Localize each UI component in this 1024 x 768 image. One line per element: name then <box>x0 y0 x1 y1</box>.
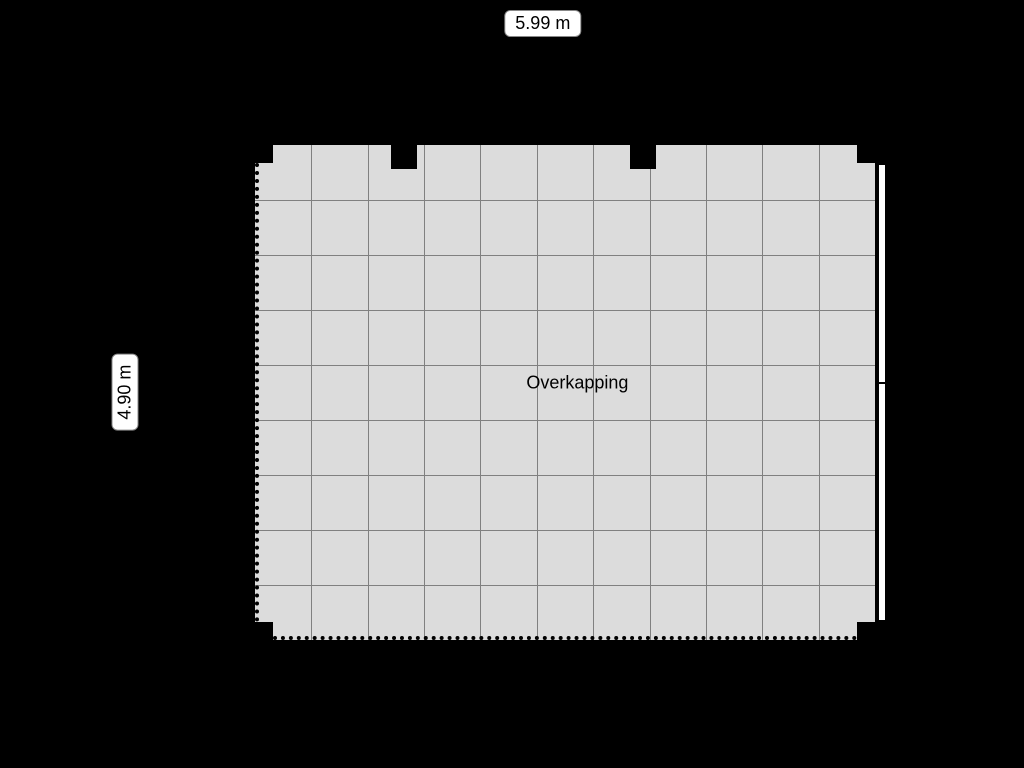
right-opening-rail <box>879 165 885 620</box>
left-wall-dotted <box>255 163 259 622</box>
bottom-wall-dotted <box>273 636 857 640</box>
top-post <box>630 145 656 169</box>
right-opening-tick <box>875 382 889 384</box>
top-post <box>391 145 417 169</box>
floorplan: Overkapping <box>255 145 875 640</box>
corner-cut-bl <box>255 622 273 640</box>
corner-cut-tl <box>255 145 273 163</box>
corner-cut-br <box>857 622 875 640</box>
dimension-width-label: 5.99 m <box>504 10 581 37</box>
corner-cut-tr <box>857 145 875 163</box>
dimension-height-label: 4.90 m <box>112 354 139 431</box>
room-label: Overkapping <box>526 372 628 393</box>
